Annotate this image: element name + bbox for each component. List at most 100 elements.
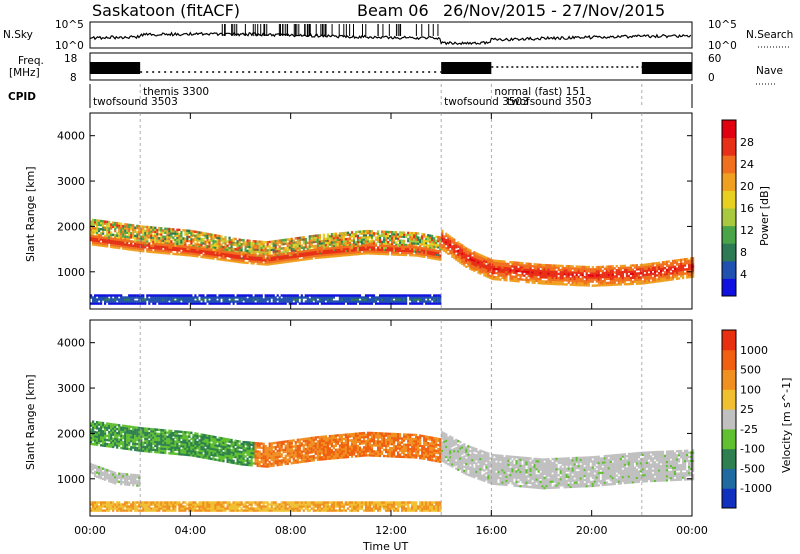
power-cell: [635, 264, 638, 267]
velocity-cell: [158, 428, 161, 432]
power-cell: [358, 238, 362, 241]
power-cell: [493, 261, 496, 264]
power-cell: [154, 232, 157, 236]
power-cell: [513, 277, 516, 280]
velocity-cell: [154, 438, 157, 441]
velocity-cell: [198, 439, 201, 442]
power-cell: [389, 249, 392, 252]
power-cell: [429, 244, 432, 248]
power-cell: [144, 302, 147, 305]
power-cell: [316, 248, 319, 251]
power-cell: [348, 302, 352, 305]
power-cell: [383, 236, 386, 240]
power-cell: [629, 268, 632, 271]
power-cell: [348, 251, 352, 254]
freq-block: [90, 62, 141, 74]
velocity-cell: [152, 446, 155, 449]
power-cell: [202, 294, 205, 297]
power-cell: [667, 260, 671, 263]
power-cell: [294, 245, 297, 248]
power-cell: [473, 263, 476, 266]
power-cell: [348, 294, 352, 297]
power-cell: [497, 259, 500, 263]
power-cell: [160, 243, 163, 246]
power-cell: [166, 252, 169, 255]
power-cell: [288, 258, 291, 261]
power-cell: [246, 241, 249, 244]
power-cell: [206, 247, 209, 250]
velocity-cell: [152, 434, 155, 437]
power-cell: [254, 298, 257, 301]
power-cell: [533, 265, 536, 268]
power-cell: [148, 246, 151, 249]
power-cell: [539, 265, 542, 269]
power-cell: [312, 236, 315, 240]
power-cell: [110, 225, 113, 228]
power-cell: [308, 255, 311, 258]
power-cell: [168, 246, 171, 249]
power-cell: [475, 258, 478, 261]
power-cell: [226, 251, 229, 254]
power-cell: [473, 257, 476, 260]
power-cell: [545, 272, 548, 275]
power-cell: [595, 272, 598, 275]
power-cell: [170, 248, 173, 251]
power-cell: [146, 229, 149, 233]
power-cell: [551, 270, 554, 273]
power-cell: [262, 249, 265, 252]
power-cell: [497, 274, 500, 277]
power-cell: [559, 283, 562, 286]
power-cell: [286, 300, 289, 303]
power-cell: [328, 241, 331, 244]
velocity-cell: [212, 443, 215, 447]
velocity-cell: [112, 437, 115, 440]
power-cell: [224, 294, 227, 297]
power-cell: [389, 237, 392, 240]
power-cell: [429, 238, 432, 241]
power-cell: [525, 268, 528, 271]
power-cell: [643, 269, 646, 273]
power-cell: [529, 266, 532, 270]
power-cell: [395, 294, 398, 297]
power-cell: [130, 242, 133, 245]
velocity-cell: [170, 429, 173, 433]
power-cell: [326, 233, 329, 236]
power-cell: [401, 253, 404, 256]
power-cell: [429, 252, 432, 255]
power-cell: [146, 296, 149, 299]
power-cell: [262, 300, 265, 303]
power-cell: [290, 300, 293, 303]
power-cell: [186, 235, 189, 238]
power-cell: [519, 261, 522, 265]
power-cell: [180, 251, 183, 254]
power-cell: [142, 241, 145, 245]
power-cell: [499, 270, 502, 273]
power-cell: [487, 269, 490, 273]
velocity-cell: [92, 432, 95, 436]
power-cell: [561, 279, 564, 282]
power-cell: [619, 271, 622, 274]
power-cell: [238, 300, 241, 303]
power-cell: [597, 274, 600, 277]
power-cell: [417, 238, 420, 241]
velocity-cell: [170, 452, 173, 455]
power-cell: [413, 294, 416, 297]
power-cell: [306, 247, 309, 251]
velocity-cell: [140, 435, 143, 438]
power-cell: [270, 296, 273, 299]
power-cell: [340, 298, 343, 301]
power-cell: [182, 245, 185, 248]
power-cell: [435, 243, 438, 247]
power-cell: [405, 296, 408, 299]
power-cell: [389, 300, 392, 303]
power-cell: [338, 240, 341, 243]
power-cell: [457, 255, 460, 259]
velocity-cell: [214, 450, 217, 453]
power-cell: [112, 225, 115, 228]
power-cell: [344, 239, 347, 243]
power-cell: [537, 269, 540, 272]
velocity-cell: [218, 453, 221, 456]
power-cell: [170, 232, 173, 235]
power-cell: [340, 252, 343, 255]
power-cell: [389, 239, 392, 242]
